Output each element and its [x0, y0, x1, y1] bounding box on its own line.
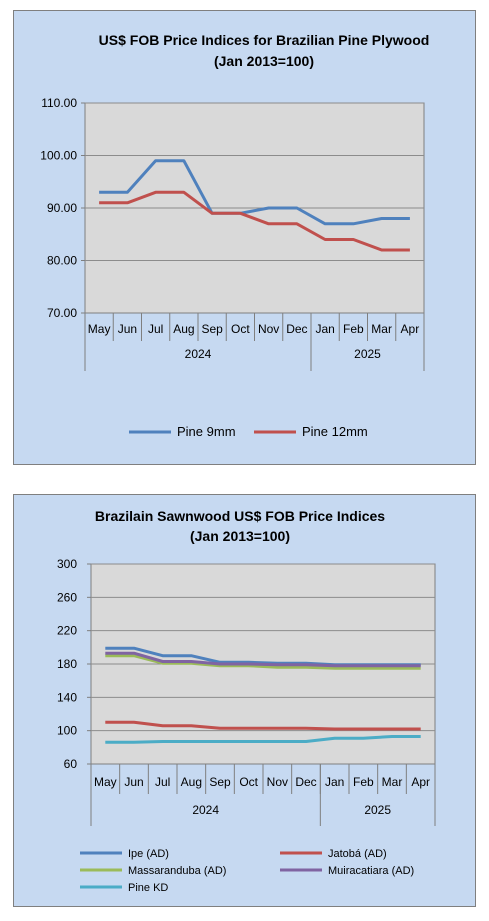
y-tick-label: 140: [57, 690, 77, 704]
series-line-pine-9mm: [99, 159, 410, 226]
x-tick-label: Jul: [148, 322, 163, 336]
x-tick-label: Sep: [209, 775, 231, 789]
x-tick-label: Nov: [258, 322, 279, 336]
x-tick-label: Dec: [286, 322, 307, 336]
x-tick-label: May: [94, 775, 117, 789]
plywood-chart: US$ FOB Price Indices for Brazilian Pine…: [40, 32, 430, 439]
legend-label: Pine 9mm: [177, 424, 236, 439]
plywood-chart-panel: US$ FOB Price Indices for Brazilian Pine…: [13, 10, 476, 465]
year-group-label: 2024: [185, 347, 212, 361]
x-tick-label: Feb: [353, 775, 374, 789]
y-tick-label: 100.00: [40, 149, 77, 163]
x-tick-label: Apr: [401, 322, 420, 336]
x-tick-label: Jan: [325, 775, 344, 789]
chart-title-line: US$ FOB Price Indices for Brazilian Pine…: [99, 32, 430, 48]
y-tick-label: 220: [57, 624, 77, 638]
legend-label: Massaranduba (AD): [128, 865, 226, 877]
y-tick-label: 80.00: [47, 254, 77, 268]
x-tick-label: Feb: [343, 322, 364, 336]
x-tick-label: Oct: [239, 775, 258, 789]
year-group-label: 2025: [364, 803, 391, 817]
x-tick-label: Jan: [315, 322, 334, 336]
series-line-pine-12mm: [99, 190, 410, 252]
legend-label: Ipe (AD): [128, 848, 169, 860]
x-tick-label: Jun: [124, 775, 143, 789]
series-line-pine-kd: [105, 735, 421, 744]
y-tick-label: 90.00: [47, 201, 77, 215]
sawnwood-chart: Brazilain Sawnwood US$ FOB Price Indices…: [57, 508, 436, 894]
sawnwood-chart-panel: Brazilain Sawnwood US$ FOB Price Indices…: [13, 494, 476, 907]
chart-title-line: (Jan 2013=100): [214, 53, 314, 69]
y-tick-label: 260: [57, 590, 77, 604]
y-tick-label: 100: [57, 724, 77, 738]
x-tick-label: Aug: [173, 322, 194, 336]
series-line-muiracatiara-ad: [105, 651, 421, 668]
x-tick-label: Nov: [267, 775, 288, 789]
y-tick-label: 300: [57, 557, 77, 571]
x-tick-label: Jun: [118, 322, 137, 336]
x-tick-label: May: [88, 322, 111, 336]
year-group-label: 2024: [192, 803, 219, 817]
series-line-massaranduba-ad: [105, 654, 421, 670]
x-tick-label: Mar: [371, 322, 392, 336]
y-tick-label: 110.00: [41, 96, 77, 110]
y-tick-label: 60: [64, 757, 78, 771]
legend-label: Jatobá (AD): [328, 848, 387, 860]
x-tick-label: Sep: [201, 322, 223, 336]
y-tick-label: 180: [57, 657, 77, 671]
chart-title-line: Brazilain Sawnwood US$ FOB Price Indices: [95, 508, 385, 524]
series-line-jatob-ad: [105, 720, 421, 731]
y-tick-label: 70.00: [47, 306, 77, 320]
x-tick-label: Dec: [295, 775, 316, 789]
x-tick-label: Mar: [382, 775, 403, 789]
year-group-label: 2025: [354, 347, 381, 361]
x-tick-label: Apr: [411, 775, 430, 789]
x-tick-label: Oct: [231, 322, 250, 336]
x-tick-label: Jul: [155, 775, 170, 789]
chart-title-line: (Jan 2013=100): [190, 528, 290, 544]
x-tick-label: Aug: [181, 775, 202, 789]
legend-label: Pine KD: [128, 882, 168, 894]
legend-label: Muiracatiara (AD): [328, 865, 414, 877]
legend-label: Pine 12mm: [302, 424, 368, 439]
